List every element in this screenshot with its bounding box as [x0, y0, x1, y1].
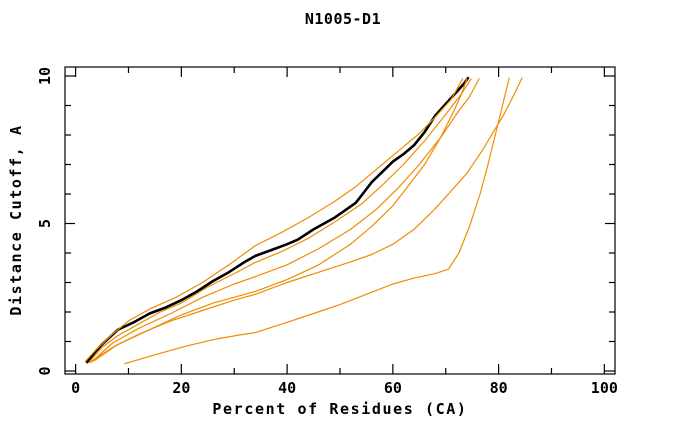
series-comparison-model-4 [93, 78, 468, 362]
x-tick-label: 20 [172, 379, 190, 397]
series-comparison-model-5 [89, 77, 523, 363]
y-axis-label: Distance Cutoff, A [7, 124, 25, 315]
series-comparison-model-6 [124, 77, 510, 365]
series-lines [84, 76, 523, 365]
y-tick-label: 0 [36, 366, 54, 375]
y-axis-tick-labels: 0 5 10 [36, 67, 54, 376]
x-tick-label: 0 [71, 379, 80, 397]
series-highlight-model-black [85, 76, 470, 364]
y-tick-label: 5 [36, 219, 54, 228]
chart-title: N1005-D1 [305, 10, 381, 28]
series-comparison-model-1 [84, 78, 464, 363]
x-axis-tick-labels: 0 20 40 60 80 100 [71, 379, 618, 397]
x-tick-label: 80 [490, 379, 508, 397]
x-tick-label: 40 [278, 379, 296, 397]
x-axis-label: Percent of Residues (CA) [212, 400, 467, 418]
series-comparison-model-2 [88, 78, 472, 364]
x-tick-label: 60 [384, 379, 402, 397]
y-tick-label: 10 [36, 67, 54, 85]
series-comparison-model-3 [90, 78, 480, 363]
axis-ticks [65, 67, 615, 374]
plot-frame [64, 66, 616, 375]
x-tick-label: 100 [591, 379, 618, 397]
